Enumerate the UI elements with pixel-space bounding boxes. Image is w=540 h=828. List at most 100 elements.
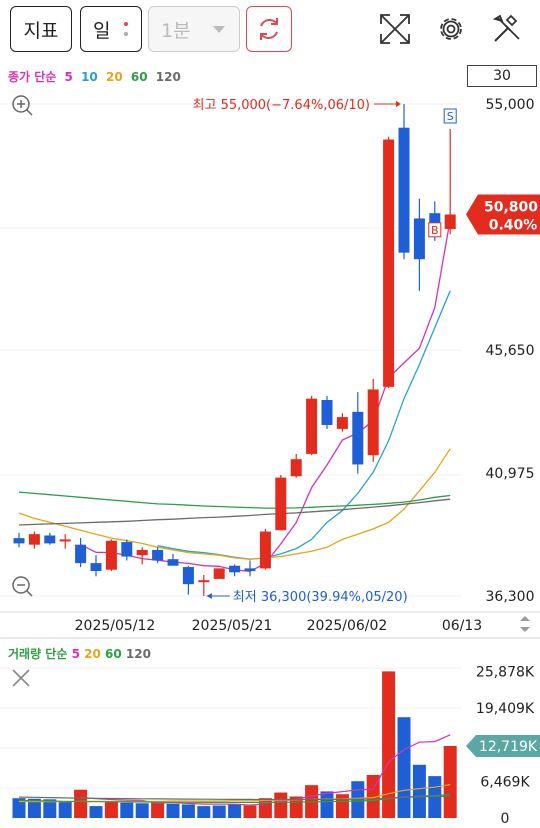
refresh-button[interactable] [246, 6, 292, 52]
up-down-arrows-icon [520, 616, 530, 632]
expand-button[interactable] [378, 12, 412, 46]
volume-axis-tick: 19,409K [476, 701, 535, 717]
volume-legend-prefix: 거래량 단순 [8, 646, 72, 661]
x-axis-date-label: 2025/05/12 [75, 618, 156, 634]
candle-down [44, 535, 56, 544]
signal-marker-b [428, 222, 442, 238]
volume-bar [412, 764, 426, 818]
ma20-line [18, 448, 451, 560]
candle-down [413, 218, 425, 260]
volume-bar [397, 717, 411, 818]
price-axis-tick: 40,975 [486, 466, 535, 482]
volume-bar [335, 794, 349, 818]
candle-down [167, 559, 179, 566]
volume-axis-tick: 0 [501, 811, 510, 827]
close-icon [12, 669, 30, 687]
period-button[interactable]: 일 [80, 6, 142, 52]
legend-ma120: 120 [155, 70, 181, 84]
price-legend-prefix: 종가 단순 [8, 70, 57, 84]
ma10-line [157, 290, 451, 560]
volume-bar [151, 802, 165, 818]
candle-up [367, 389, 379, 456]
volume-legend-ma120: 120 [126, 647, 151, 661]
volume-bar [212, 805, 226, 818]
candle-down [182, 567, 194, 585]
legend-ma60: 60 [130, 70, 148, 84]
gear-icon [440, 18, 462, 40]
zoom-in-icon [12, 95, 30, 113]
candle-up [336, 417, 348, 429]
candle-up [213, 568, 225, 579]
zoom-out-button[interactable] [12, 576, 33, 597]
signal-label: S [447, 110, 454, 123]
volume-ma5-line [80, 734, 451, 806]
zoom-out-icon [12, 576, 30, 594]
zoom-out-icon-glyph [17, 584, 33, 597]
candle-down [75, 544, 87, 564]
volume-bar [382, 671, 396, 818]
price-axis-tick: 55,000 [486, 97, 535, 113]
volume-axis-tick: 6,469K [480, 774, 530, 790]
tools-icon [492, 14, 520, 42]
candle-up [275, 477, 287, 531]
volume-ma-legend: 거래량 단순 5 20 60 120 [8, 646, 151, 661]
x-axis-date-label: 2025/06/02 [307, 618, 388, 634]
volume-bar [258, 798, 272, 818]
axis-scroll-handle[interactable] [520, 616, 530, 632]
current-price-change: 0.40% [489, 218, 538, 234]
current-price-value: 50,800 [484, 200, 538, 216]
candle-up [105, 540, 117, 570]
low-arrow-head [206, 593, 212, 599]
minute-select-label: 1분 [161, 19, 191, 42]
candle-down [13, 538, 25, 544]
volume-legend-ma5: 5 [72, 647, 85, 661]
volume-bar [27, 798, 41, 818]
volume-bar [228, 803, 242, 818]
volume-bar [74, 789, 88, 818]
price-axis-tick: 45,650 [486, 343, 535, 359]
period-button-label: 일 [93, 19, 111, 42]
x-axis-date-label: 06/13 [442, 618, 482, 634]
x-axis-date-label: 2025/05/21 [192, 618, 273, 634]
settings-button[interactable] [434, 12, 468, 46]
signal-marker-s [443, 108, 457, 124]
volume-bar [58, 801, 72, 818]
candle-up [259, 531, 271, 569]
refresh-icon [260, 18, 278, 40]
chart-toolbar: 지표 일 1분 [0, 0, 540, 62]
volume-bar [366, 774, 380, 818]
candle-up [290, 459, 302, 477]
candle-up [28, 534, 40, 545]
visible-period-input[interactable]: 30 [467, 65, 537, 87]
expand-icon [380, 14, 410, 44]
candle-down [398, 127, 410, 253]
minute-select[interactable]: 1분 [148, 6, 240, 52]
volume-legend-ma60: 60 [105, 647, 126, 661]
volume-bar [274, 792, 288, 818]
candle-up [306, 398, 318, 454]
candle-down [352, 411, 364, 465]
volume-ma60-line [18, 793, 451, 804]
volume-bar [89, 806, 103, 818]
close-volume-button[interactable] [12, 669, 30, 687]
current-volume-value: 12,719K [479, 739, 538, 755]
candle-up [136, 549, 148, 556]
legend-ma10: 10 [81, 70, 98, 84]
volume-axis-tick: 25,878K [476, 665, 535, 681]
volume-bar [120, 802, 134, 818]
candle-down [152, 549, 164, 561]
current-volume-tag [466, 735, 540, 758]
indicator-button[interactable]: 지표 [10, 6, 72, 52]
volume-ma120-line [18, 795, 451, 801]
zoom-in-button[interactable] [12, 95, 33, 116]
ma60-line [18, 491, 451, 509]
low-price-label: 최저 36,300(39.94%,05/20) [233, 590, 408, 605]
period-indicator-dots-icon [124, 22, 128, 38]
candle-down [244, 568, 256, 572]
tools-button[interactable] [490, 12, 524, 46]
candle-down [321, 399, 333, 425]
volume-bar [135, 803, 149, 818]
volume-bar [443, 746, 457, 818]
candle-down [121, 542, 133, 557]
